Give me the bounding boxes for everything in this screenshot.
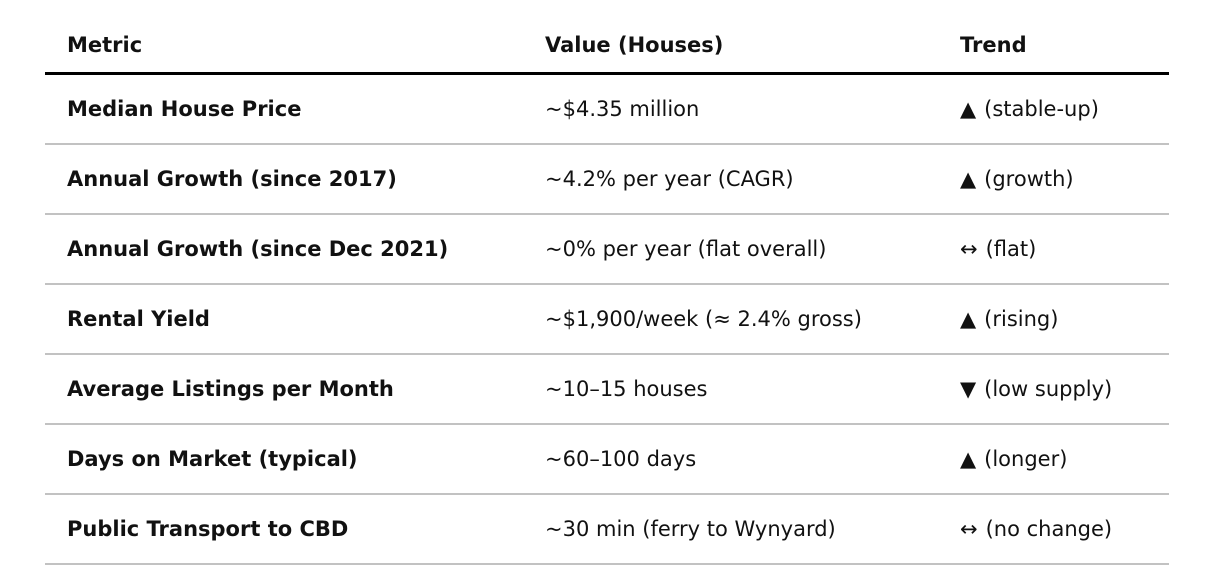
arrow-left-right-icon: ↔ — [960, 517, 978, 541]
value-cell: ~0% per year (flat overall) — [545, 237, 827, 261]
trend-label: (flat) — [985, 237, 1037, 261]
table-row: Annual Growth (since 2017) ~4.2% per yea… — [45, 145, 1169, 215]
metric-cell: Annual Growth (since Dec 2021) — [67, 237, 449, 261]
value-cell: ~4.2% per year (CAGR) — [545, 167, 794, 191]
metric-cell: Rental Yield — [67, 307, 210, 331]
trend-label: (stable-up) — [984, 97, 1099, 121]
triangle-up-icon: ▲ — [960, 167, 977, 191]
trend-cell: ▲ (longer) — [938, 447, 1169, 471]
table-row: Public Transport to CBD ~30 min (ferry t… — [45, 495, 1169, 565]
table-row: Annual Growth (since Dec 2021) ~0% per y… — [45, 215, 1169, 285]
metrics-table: Metric Value (Houses) Trend Median House… — [45, 18, 1169, 565]
metric-cell: Days on Market (typical) — [67, 447, 358, 471]
trend-cell: ▲ (stable-up) — [938, 97, 1169, 121]
value-cell: ~$4.35 million — [545, 97, 700, 121]
table-header-row: Metric Value (Houses) Trend — [45, 18, 1169, 75]
value-cell: ~60–100 days — [545, 447, 697, 471]
trend-label: (longer) — [984, 447, 1068, 471]
arrow-left-right-icon: ↔ — [960, 237, 978, 261]
metric-cell: Public Transport to CBD — [67, 517, 349, 541]
value-cell: ~10–15 houses — [545, 377, 708, 401]
triangle-up-icon: ▲ — [960, 97, 977, 121]
column-header-value: Value (Houses) — [545, 33, 724, 57]
triangle-up-icon: ▲ — [960, 307, 977, 331]
table-row: Median House Price ~$4.35 million ▲ (stab… — [45, 75, 1169, 145]
metric-cell: Median House Price — [67, 97, 302, 121]
trend-cell: ▼ (low supply) — [938, 377, 1169, 401]
trend-cell: ▲ (rising) — [938, 307, 1169, 331]
column-header-metric: Metric — [67, 33, 143, 57]
table-row: Average Listings per Month ~10–15 houses… — [45, 355, 1169, 425]
trend-cell: ↔ (flat) — [938, 237, 1169, 261]
trend-label: (growth) — [984, 167, 1074, 191]
triangle-down-icon: ▼ — [960, 377, 977, 401]
metric-cell: Annual Growth (since 2017) — [67, 167, 397, 191]
metric-cell: Average Listings per Month — [67, 377, 394, 401]
trend-label: (rising) — [984, 307, 1059, 331]
trend-label: (low supply) — [984, 377, 1113, 401]
value-cell: ~$1,900/week (≈ 2.4% gross) — [545, 307, 862, 331]
trend-label: (no change) — [985, 517, 1113, 541]
trend-cell: ▲ (growth) — [938, 167, 1169, 191]
trend-cell: ↔ (no change) — [938, 517, 1169, 541]
value-cell: ~30 min (ferry to Wynyard) — [545, 517, 836, 541]
table-row: Rental Yield ~$1,900/week (≈ 2.4% gross)… — [45, 285, 1169, 355]
triangle-up-icon: ▲ — [960, 447, 977, 471]
table-row: Days on Market (typical) ~60–100 days ▲ (… — [45, 425, 1169, 495]
column-header-trend: Trend — [960, 33, 1027, 57]
